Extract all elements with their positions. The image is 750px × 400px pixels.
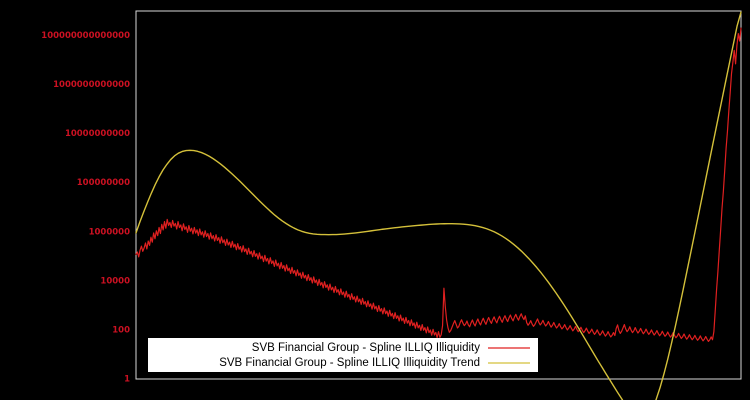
chart-legend[interactable]: SVB Financial Group - Spline ILLIQ Illiq… (148, 338, 538, 372)
series-line-1 (135, 27, 742, 343)
plot-frame (135, 10, 742, 380)
y-axis-tick-label: 1 (124, 375, 130, 385)
y-axis-tick-label: 1000000 (89, 227, 130, 237)
y-axis-tick-label: 100000000 (77, 178, 130, 188)
y-axis-tick-label: 10000000000 (65, 129, 130, 139)
legend-label-2: SVB Financial Group - Spline ILLIQ Illiq… (219, 357, 480, 369)
y-axis-tick-label: 100000000000000 (41, 31, 130, 41)
y-axis-tick-label: 10000 (100, 276, 130, 286)
y-axis-tick-labels: 1 100 10000 1000000 100000000 10000000000 1000… (41, 31, 130, 384)
plot-area-background (136, 11, 741, 379)
legend-background (148, 338, 538, 372)
series-line-2 (135, 11, 742, 400)
y-axis-tick-label: 1000000000000 (53, 80, 130, 90)
series-lines (135, 11, 742, 400)
y-axis-tick-label: 100 (112, 325, 130, 335)
legend-label-1: SVB Financial Group - Spline ILLIQ Illiq… (252, 342, 480, 354)
